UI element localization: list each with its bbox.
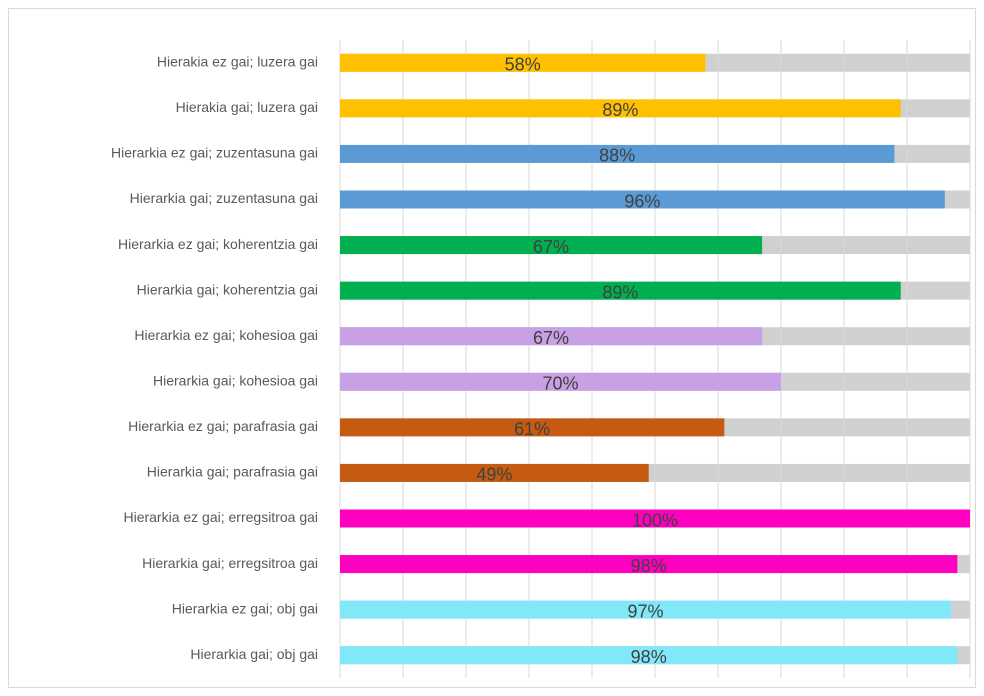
y-tick-label: Hierarkia ez gai; obj gai <box>172 600 318 616</box>
y-tick-label: Hierarkia gai; erregsitroa gai <box>142 555 318 571</box>
y-tick-label: Hierarkia ez gai; kohesioa gai <box>134 327 318 343</box>
y-tick-label: Hierarkia ez gai; parafrasia gai <box>128 418 318 434</box>
bar <box>340 646 958 665</box>
data-label: 98% <box>631 647 667 667</box>
bar <box>340 144 895 163</box>
bar <box>340 600 952 619</box>
y-tick-label: Hierakia ez gai; luzera gai <box>157 53 318 69</box>
y-tick-label: Hierarkia gai; zuzentasuna gai <box>130 190 318 206</box>
y-tick-label: Hierarkia gai; kohesioa gai <box>153 372 318 388</box>
bar <box>340 281 901 300</box>
data-label: 49% <box>476 465 512 485</box>
data-label: 67% <box>533 237 569 257</box>
data-label: 70% <box>542 374 578 394</box>
y-tick-label: Hierarkia gai; parafrasia gai <box>147 464 318 480</box>
bar <box>340 509 970 528</box>
data-label: 67% <box>533 328 569 348</box>
data-label: 89% <box>602 282 638 302</box>
data-label: 97% <box>628 601 664 621</box>
data-label: 58% <box>505 55 541 75</box>
data-label: 89% <box>602 100 638 120</box>
y-tick-label: Hierarkia ez gai; zuzentasuna gai <box>111 145 318 161</box>
bar <box>340 190 945 209</box>
y-tick-label: Hierarkia gai; obj gai <box>190 646 318 662</box>
data-label: 98% <box>631 556 667 576</box>
bar <box>340 418 725 437</box>
y-tick-label: Hierarkia gai; koherentzia gai <box>137 281 318 297</box>
bar <box>340 372 781 391</box>
bar <box>340 327 763 346</box>
bar <box>340 463 649 482</box>
y-tick-label: Hierarkia ez gai; koherentzia gai <box>118 236 318 252</box>
data-label: 88% <box>599 146 635 166</box>
data-label: 96% <box>624 191 660 211</box>
data-label: 61% <box>514 419 550 439</box>
data-label: 100% <box>632 510 678 530</box>
bar <box>340 53 706 72</box>
bar <box>340 555 958 574</box>
y-tick-label: Hierarkia ez gai; erregsitroa gai <box>123 509 318 525</box>
bar <box>340 99 901 118</box>
bar <box>340 236 763 255</box>
y-tick-label: Hierakia gai; luzera gai <box>176 99 318 115</box>
chart-border <box>8 8 976 688</box>
